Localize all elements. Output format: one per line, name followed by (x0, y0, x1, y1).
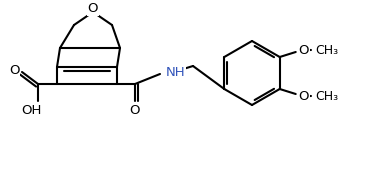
Text: O: O (88, 2, 98, 15)
Text: O: O (130, 104, 140, 117)
Text: OH: OH (21, 104, 41, 117)
Text: CH₃: CH₃ (316, 44, 339, 57)
Text: O: O (299, 89, 309, 102)
Text: O: O (9, 65, 19, 77)
Text: NH: NH (166, 66, 185, 80)
Text: O: O (299, 44, 309, 57)
Text: CH₃: CH₃ (316, 89, 339, 102)
